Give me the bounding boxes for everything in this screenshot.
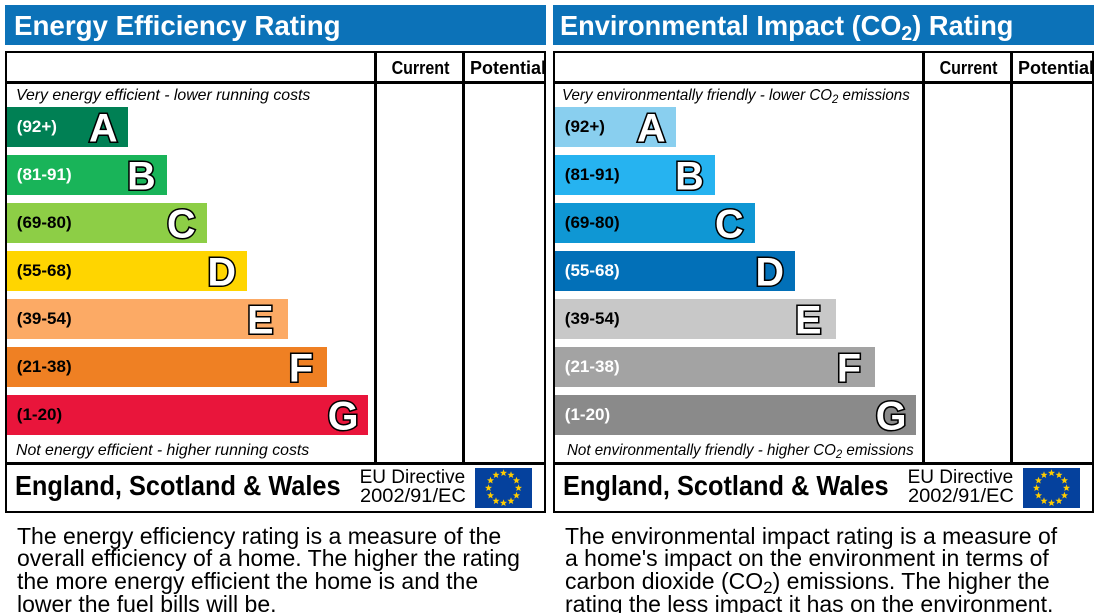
- svg-text:C: C: [715, 203, 744, 244]
- svg-text:F: F: [289, 347, 313, 388]
- svg-text:E: E: [795, 299, 821, 340]
- svg-text:C: C: [167, 203, 196, 244]
- svg-text:B: B: [675, 155, 704, 196]
- svg-text:D: D: [755, 251, 784, 292]
- svg-text:G: G: [328, 395, 359, 436]
- svg-text:G: G: [876, 395, 907, 436]
- svg-text:F: F: [837, 347, 861, 388]
- svg-text:E: E: [247, 299, 273, 340]
- svg-text:D: D: [207, 251, 236, 292]
- svg-text:B: B: [127, 155, 156, 196]
- svg-text:A: A: [89, 107, 118, 148]
- svg-text:A: A: [637, 107, 666, 148]
